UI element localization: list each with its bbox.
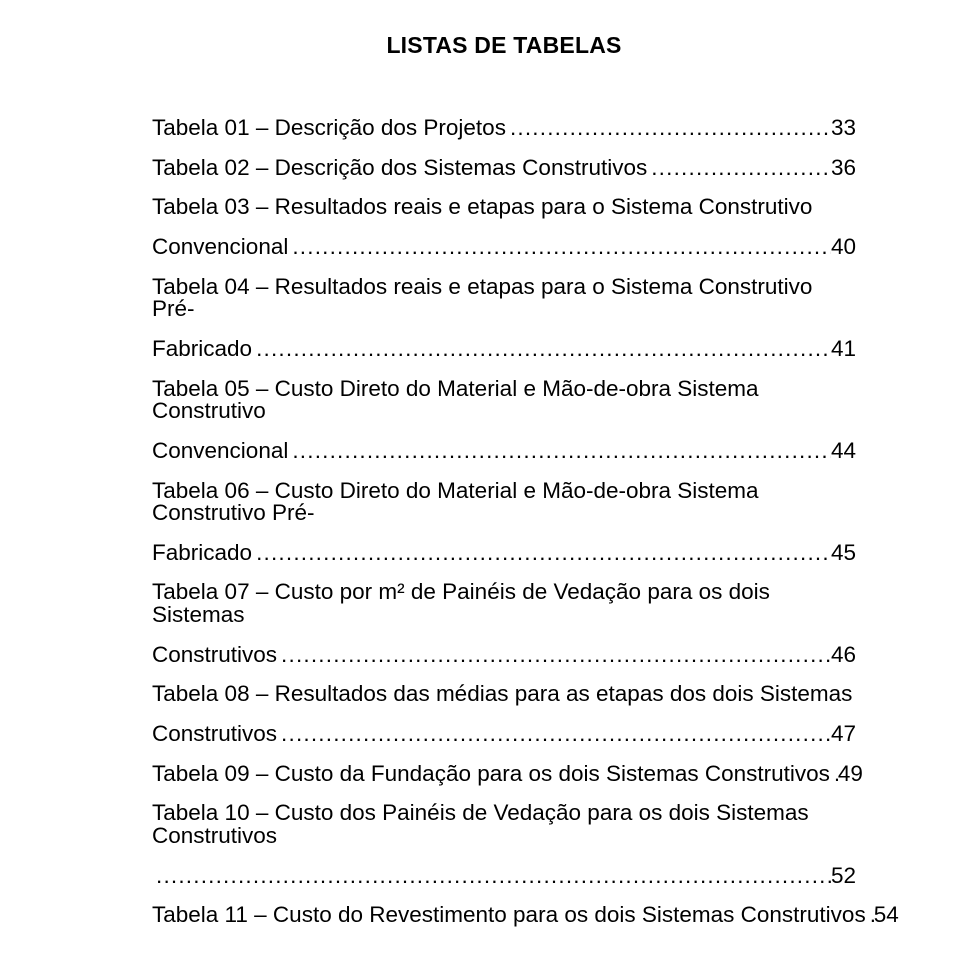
toc-entry: 52: [152, 865, 856, 888]
toc-entry-label: Tabela 02 – Descrição dos Sistemas Const…: [152, 157, 647, 180]
toc-leader-dots: [252, 338, 831, 361]
toc-entry: Fabricado 41: [152, 338, 856, 361]
toc-entry-label: Tabela 01 – Descrição dos Projetos: [152, 117, 506, 140]
toc-entry-page: 47: [831, 723, 856, 746]
toc-entry: Tabela 09 – Custo da Fundação para os do…: [152, 763, 856, 786]
toc-leader-dots: [288, 440, 831, 463]
toc-entry-line: Tabela 08 – Resultados das médias para a…: [152, 683, 856, 706]
toc-entry-page: 46: [831, 644, 856, 667]
toc-entry: Construtivos 47: [152, 723, 856, 746]
toc-entry: Tabela 11 – Custo do Revestimento para o…: [152, 904, 856, 927]
toc-entry-label: Construtivos: [152, 723, 277, 746]
toc-entry-line: Tabela 07 – Custo por m² de Painéis de V…: [152, 581, 856, 626]
toc-entry: Fabricado 45: [152, 542, 856, 565]
toc-leader-dots: [277, 723, 831, 746]
toc-entry: Convencional 40: [152, 236, 856, 259]
toc-entry-line: Tabela 04 – Resultados reais e etapas pa…: [152, 276, 856, 321]
toc-leader-dots: [288, 236, 831, 259]
document-page: LISTAS DE TABELAS Tabela 01 – Descrição …: [0, 0, 960, 976]
table-of-contents: Tabela 01 – Descrição dos Projetos33Tabe…: [152, 117, 856, 927]
toc-leader-dots: [277, 644, 831, 667]
toc-entry-page: 41: [831, 338, 856, 361]
toc-entry-page: 40: [831, 236, 856, 259]
toc-leader-dots: [252, 542, 831, 565]
toc-entry-label: Fabricado: [152, 542, 252, 565]
toc-entry: Construtivos 46: [152, 644, 856, 667]
toc-leader-dots: [152, 865, 831, 888]
toc-entry-page: 33: [831, 117, 856, 140]
toc-entry-page: 49: [838, 763, 863, 786]
toc-entry-page: 44: [831, 440, 856, 463]
toc-entry-page: 52: [831, 865, 856, 888]
toc-entry-label: Construtivos: [152, 644, 277, 667]
toc-entry: Tabela 01 – Descrição dos Projetos 33: [152, 117, 856, 140]
toc-entry-line: Tabela 03 – Resultados reais e etapas pa…: [152, 196, 856, 219]
toc-entry-line: Tabela 06 – Custo Direto do Material e M…: [152, 480, 856, 525]
toc-entry-label: Fabricado: [152, 338, 252, 361]
toc-entry-page: 54: [874, 904, 899, 927]
page-title: LISTAS DE TABELAS: [152, 32, 856, 59]
toc-leader-dots: [830, 763, 838, 786]
toc-entry-line: Tabela 05 – Custo Direto do Material e M…: [152, 378, 856, 423]
toc-entry-label: Tabela 09 – Custo da Fundação para os do…: [152, 763, 830, 786]
toc-entry-label: Convencional: [152, 236, 288, 259]
toc-leader-dots: [866, 904, 874, 927]
toc-entry-label: Tabela 11 – Custo do Revestimento para o…: [152, 904, 866, 927]
toc-entry-page: 36: [831, 157, 856, 180]
toc-leader-dots: [647, 157, 831, 180]
toc-leader-dots: [506, 117, 831, 140]
toc-entry: Convencional 44: [152, 440, 856, 463]
toc-entry-page: 45: [831, 542, 856, 565]
toc-entry-line: Tabela 10 – Custo dos Painéis de Vedação…: [152, 802, 856, 847]
toc-entry-label: Convencional: [152, 440, 288, 463]
toc-entry: Tabela 02 – Descrição dos Sistemas Const…: [152, 157, 856, 180]
